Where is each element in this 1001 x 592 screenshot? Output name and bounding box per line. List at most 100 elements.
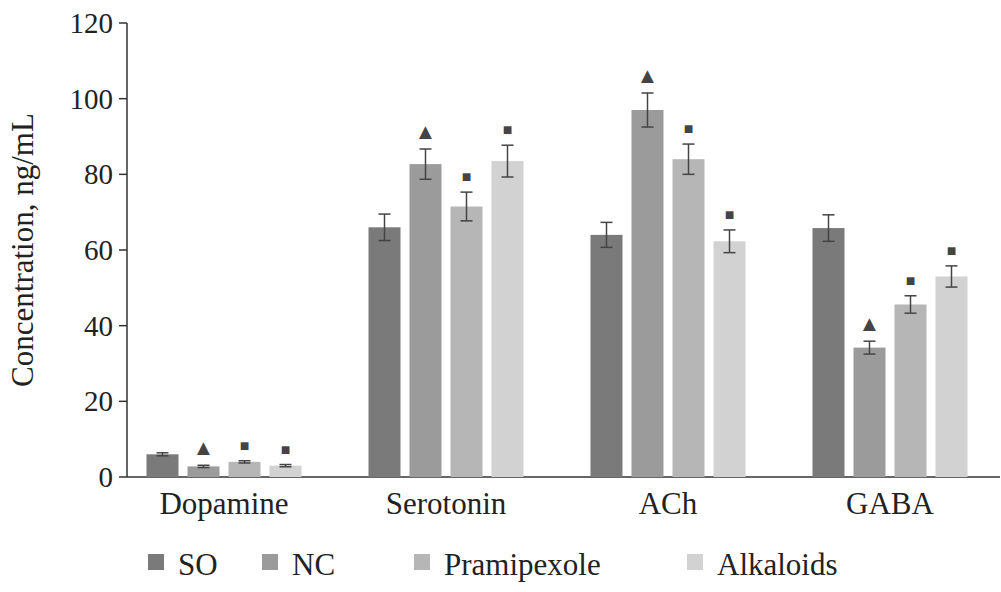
error-bar	[864, 341, 876, 354]
bar	[451, 206, 483, 477]
significance-marker: ■	[240, 437, 250, 454]
error-stem	[507, 145, 509, 177]
error-cap	[239, 462, 251, 464]
error-stem	[466, 192, 468, 221]
bar	[673, 159, 705, 477]
y-tick	[119, 22, 127, 24]
error-bar	[601, 222, 613, 247]
error-cap	[823, 214, 835, 216]
y-tick	[119, 325, 127, 327]
error-cap	[157, 455, 169, 457]
significance-marker: ▲	[637, 63, 659, 88]
significance-marker: ■	[503, 121, 513, 138]
y-tick-label: 0	[99, 461, 114, 493]
error-cap	[724, 252, 736, 254]
error-stem	[729, 230, 731, 253]
error-cap	[280, 464, 292, 466]
error-cap	[379, 213, 391, 215]
error-cap	[461, 191, 473, 193]
y-tick	[119, 401, 127, 403]
significance-marker: ■	[906, 272, 916, 289]
y-tick-label: 80	[84, 158, 113, 190]
y-tick-label: 20	[84, 385, 113, 417]
error-cap	[946, 265, 958, 267]
error-bar	[280, 465, 292, 467]
error-bar	[642, 93, 654, 127]
error-cap	[239, 460, 251, 462]
error-cap	[683, 174, 695, 176]
error-bar	[946, 266, 958, 287]
error-cap	[601, 247, 613, 249]
legend-swatch	[414, 554, 430, 570]
error-stem	[647, 93, 649, 127]
y-axis-label: Concentration, ng/mL	[5, 113, 40, 387]
error-cap	[601, 222, 613, 224]
error-bar	[724, 230, 736, 253]
error-stem	[425, 149, 427, 179]
x-tick-label: ACh	[639, 486, 698, 521]
error-stem	[951, 266, 953, 287]
chart: 020406080100120Concentration, ng/mL▲■■▲■…	[0, 0, 1001, 592]
bar	[895, 304, 927, 477]
error-bar	[157, 453, 169, 456]
y-tick	[119, 98, 127, 100]
error-cap	[198, 465, 210, 467]
legend-label: Pramipexole	[444, 547, 601, 582]
error-cap	[157, 452, 169, 454]
annotations: ▲■■▲■■▲■■▲■■	[193, 63, 957, 460]
y-tick-label: 120	[70, 7, 114, 39]
error-stem	[910, 296, 912, 313]
legend-swatch	[148, 554, 164, 570]
error-cap	[379, 240, 391, 242]
error-bar	[239, 461, 251, 463]
significance-marker: ■	[462, 168, 472, 185]
bar	[369, 227, 401, 477]
error-cap	[724, 229, 736, 231]
error-cap	[502, 176, 514, 178]
error-cap	[823, 241, 835, 243]
error-bar	[683, 144, 695, 174]
bar	[188, 466, 220, 477]
plot-area	[147, 93, 968, 477]
bar	[492, 161, 524, 477]
error-cap	[642, 126, 654, 128]
bar	[854, 348, 886, 477]
error-stem	[688, 144, 690, 174]
significance-marker: ▲	[193, 435, 215, 460]
significance-marker: ■	[684, 120, 694, 137]
significance-marker: ■	[281, 441, 291, 458]
error-cap	[420, 179, 432, 181]
error-stem	[869, 341, 871, 354]
legend-label: Alkaloids	[717, 547, 838, 582]
error-bar	[905, 296, 917, 313]
significance-marker: ▲	[859, 311, 881, 336]
error-stem	[828, 215, 830, 241]
error-cap	[905, 295, 917, 297]
bar	[410, 164, 442, 477]
bar	[632, 110, 664, 477]
bar	[270, 466, 302, 477]
y-tick	[119, 476, 127, 478]
x-tick-label: Serotonin	[386, 486, 507, 521]
x-tick-label: GABA	[846, 486, 934, 521]
significance-marker: ■	[947, 242, 957, 259]
error-bar	[198, 465, 210, 467]
error-cap	[461, 220, 473, 222]
x-tick-label: Dopamine	[159, 486, 288, 521]
error-cap	[280, 466, 292, 468]
significance-marker: ■	[725, 206, 735, 223]
error-cap	[946, 286, 958, 288]
error-cap	[683, 143, 695, 145]
bar	[936, 276, 968, 477]
legend: SONCPramipexoleAlkaloids	[148, 547, 838, 582]
error-stem	[606, 222, 608, 247]
error-cap	[502, 144, 514, 146]
bar	[714, 241, 746, 477]
y-tick-label: 100	[70, 83, 114, 115]
error-cap	[864, 353, 876, 355]
error-bar	[823, 215, 835, 241]
error-cap	[198, 467, 210, 469]
bar	[147, 454, 179, 477]
bar	[813, 228, 845, 477]
y-tick	[119, 249, 127, 251]
